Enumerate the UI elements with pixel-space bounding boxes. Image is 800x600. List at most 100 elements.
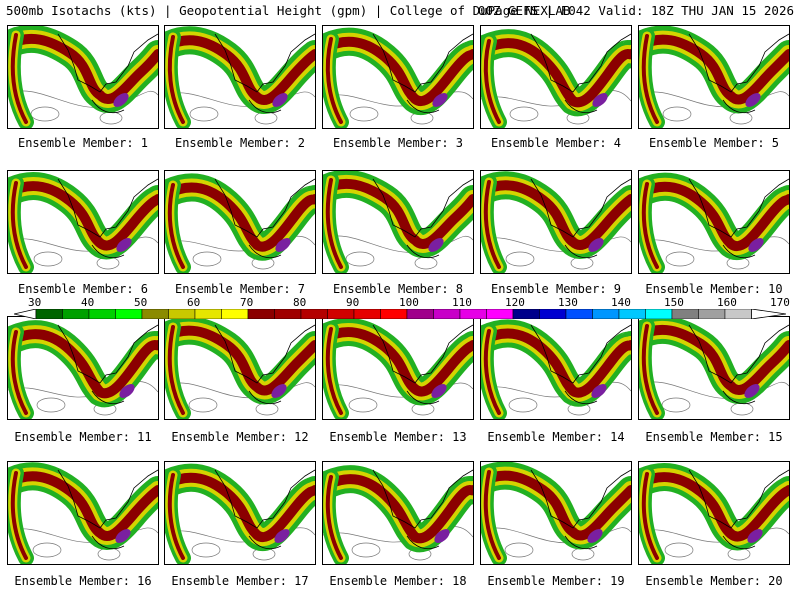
jet-stream-band	[641, 324, 659, 415]
height-contour	[509, 106, 539, 122]
colorbar-swatch	[539, 309, 567, 319]
ensemble-member-caption: Ensemble Member: 12	[171, 430, 309, 444]
ensemble-member-map[interactable]	[322, 170, 474, 274]
ensemble-member-caption: Ensemble Member: 13	[329, 430, 467, 444]
colorbar-swatch	[406, 309, 434, 319]
ensemble-member-map[interactable]	[164, 461, 316, 565]
ensemble-member-caption: Ensemble Member: 8	[332, 282, 464, 296]
height-contour	[345, 251, 375, 267]
jet-stream-band	[323, 178, 473, 249]
colorbar-swatch	[592, 309, 620, 319]
jet-core	[431, 384, 447, 398]
jet-stream-band	[325, 178, 343, 269]
jet-stream-band	[10, 471, 28, 560]
coastline	[530, 33, 631, 93]
coastline	[214, 324, 315, 384]
ensemble-member-map[interactable]	[322, 316, 474, 420]
coastline	[214, 178, 315, 238]
coastline	[372, 33, 473, 93]
coastline	[406, 390, 440, 405]
jet-core	[113, 93, 129, 107]
jet-stream-band	[167, 473, 185, 560]
height-contour	[189, 106, 219, 122]
jet-stream-band	[8, 471, 158, 541]
coastline	[722, 535, 756, 550]
ensemble-member-map[interactable]	[638, 461, 790, 565]
colorbar-swatch	[35, 309, 63, 319]
ensemble-member-map[interactable]	[7, 25, 159, 129]
jet-stream-band	[481, 38, 631, 108]
ensemble-member-map[interactable]	[322, 461, 474, 565]
height-contour	[36, 397, 66, 413]
map-image	[8, 320, 158, 419]
ensemble-member-caption: Ensemble Member: 14	[487, 430, 625, 444]
coastline	[214, 33, 315, 93]
map-image	[323, 171, 473, 273]
coastline	[406, 535, 440, 550]
coastline	[91, 535, 125, 550]
height-contour	[571, 547, 595, 561]
coastline	[530, 178, 631, 238]
jet-stream-band	[639, 181, 789, 251]
jet-core	[592, 93, 608, 107]
ensemble-member-map[interactable]	[638, 170, 790, 274]
height-contour	[729, 111, 753, 125]
ensemble-member-map[interactable]	[638, 25, 790, 129]
ensemble-member-map[interactable]	[164, 170, 316, 274]
jet-core	[591, 384, 607, 398]
height-contour	[99, 111, 123, 125]
ensemble-member-map[interactable]	[7, 316, 159, 420]
jet-stream-band	[10, 181, 28, 269]
jet-stream-band	[639, 34, 789, 105]
coastline	[214, 469, 315, 529]
jet-stream-band	[323, 327, 473, 397]
header-run-info: 00Z GEFS | F042 Valid: 18Z THU JAN 15 20…	[477, 3, 794, 18]
map-image	[8, 26, 158, 128]
colorbar-label: 70	[240, 296, 254, 309]
ensemble-member-map[interactable]	[480, 461, 632, 565]
colorbar-label: 130	[558, 296, 578, 309]
colorbar-arrow-right	[751, 309, 786, 319]
ensemble-member-map[interactable]	[638, 316, 790, 420]
colorbar-label: 100	[399, 296, 419, 309]
colorbar-swatch	[300, 309, 328, 319]
map-image	[323, 27, 473, 128]
map-image	[481, 29, 631, 128]
colorbar-label: 60	[187, 296, 201, 309]
ensemble-member-map[interactable]	[164, 25, 316, 129]
ensemble-member-map[interactable]	[7, 461, 159, 565]
colorbar-swatch	[380, 309, 408, 319]
ensemble-member-map[interactable]	[164, 316, 316, 420]
colorbar-arrow-left	[14, 309, 37, 319]
colorbar-label: 30	[28, 296, 42, 309]
map-image	[481, 171, 631, 273]
coastline	[57, 469, 158, 529]
jet-core	[271, 384, 287, 398]
colorbar-swatch	[698, 309, 726, 319]
colorbar-swatch	[353, 309, 381, 319]
jet-stream-band	[167, 325, 185, 415]
ensemble-member-map[interactable]	[480, 316, 632, 420]
height-contour	[504, 542, 534, 558]
height-contour	[661, 397, 691, 413]
jet-stream-band	[165, 472, 315, 542]
jet-core	[274, 529, 290, 543]
jet-core	[588, 238, 604, 252]
ensemble-member-map[interactable]	[480, 25, 632, 129]
ensemble-member-map[interactable]	[322, 25, 474, 129]
jet-stream-band	[641, 472, 659, 560]
ensemble-member-map[interactable]	[7, 170, 159, 274]
colorbar-swatch	[274, 309, 302, 319]
jet-stream-band	[325, 327, 343, 415]
map-image	[481, 319, 631, 419]
jet-stream-band	[165, 325, 315, 396]
colorbar-label: 40	[81, 296, 95, 309]
ensemble-member-caption: Ensemble Member: 7	[174, 282, 306, 296]
ensemble-member-map[interactable]	[480, 170, 632, 274]
height-contour	[348, 397, 378, 413]
header-title: 500mb Isotachs (kts) | Geopotential Heig…	[6, 3, 571, 18]
coastline	[248, 535, 282, 550]
colorbar-label: 150	[664, 296, 684, 309]
colorbar-swatch	[565, 309, 593, 319]
jet-stream-band	[639, 472, 789, 542]
